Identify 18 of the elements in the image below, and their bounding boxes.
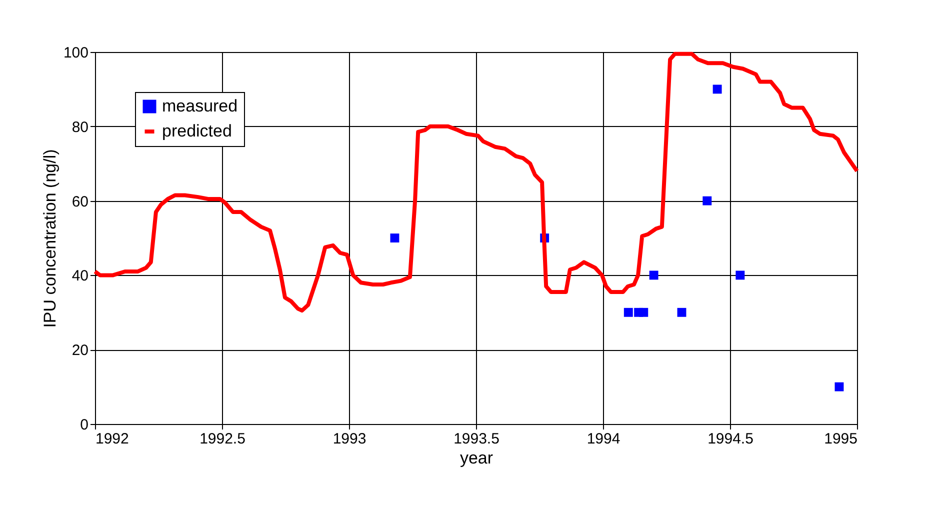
x-tick-label: 1992 — [96, 430, 129, 448]
x-tick-label: 1993.5 — [454, 430, 500, 448]
x-axis-title: year — [460, 448, 494, 468]
x-tick-label: 1992.5 — [200, 430, 246, 448]
x-tick-label: 1994.5 — [708, 430, 754, 448]
y-tick-label: 100 — [63, 44, 88, 62]
y-tick-label: 40 — [72, 268, 88, 285]
y-tick-label: 20 — [72, 342, 88, 360]
y-tick-label: 0 — [80, 416, 88, 434]
legend-label: predicted — [162, 122, 232, 140]
legend-label: measured — [162, 96, 238, 116]
y-axis-title: IPU concentration (ng/l) — [40, 149, 60, 328]
x-tick-label: 1995 — [824, 430, 858, 448]
x-tick-label: 1994 — [586, 430, 620, 448]
x-tick-label: 1993 — [332, 430, 366, 448]
line-series — [93, 52, 859, 313]
y-tick-label: 80 — [72, 118, 88, 136]
y-tick-label: 60 — [72, 193, 88, 210]
